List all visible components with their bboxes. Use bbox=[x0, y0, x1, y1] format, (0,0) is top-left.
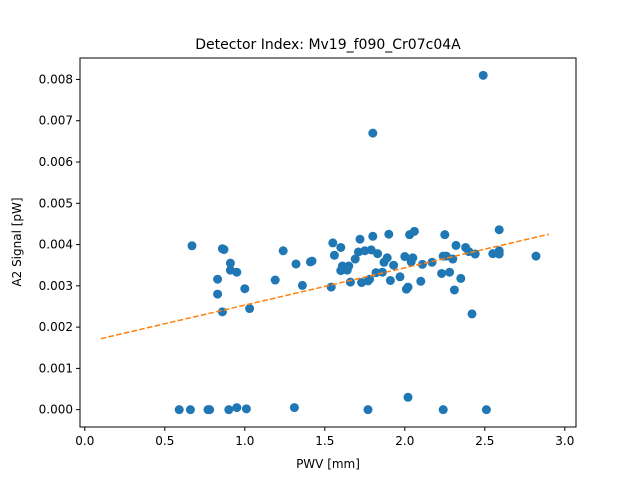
y-axis-label: A2 Signal [pW] bbox=[10, 197, 24, 286]
scatter-point bbox=[224, 405, 234, 415]
scatter-point bbox=[456, 273, 466, 283]
x-axis: 0.0 0.5 1.0 1.5 2.0 2.5 3.0 bbox=[75, 427, 574, 448]
scatter-point bbox=[270, 275, 280, 285]
y-tick-label: 0.007 bbox=[39, 114, 73, 128]
scatter-point bbox=[440, 230, 450, 240]
scatter-point bbox=[377, 267, 387, 277]
scatter-point bbox=[494, 225, 504, 235]
scatter-point bbox=[328, 238, 338, 248]
y-tick-label: 0.003 bbox=[39, 279, 73, 293]
scatter-point bbox=[289, 403, 299, 413]
scatter-point bbox=[245, 304, 255, 314]
y-axis: 0.000 0.001 0.002 0.003 0.004 0.005 0.006 0.007… bbox=[39, 72, 80, 417]
scatter-point bbox=[187, 241, 197, 251]
x-tick-label: 2.5 bbox=[475, 434, 494, 448]
scatter-point bbox=[449, 285, 459, 295]
chart-title: Detector Index: Mv19_f090_Cr07c04A bbox=[195, 37, 461, 53]
x-tick-label: 0.5 bbox=[155, 434, 174, 448]
scatter-point bbox=[344, 261, 354, 271]
scatter-point bbox=[278, 246, 288, 256]
scatter-point bbox=[427, 257, 437, 267]
scatter-point bbox=[408, 253, 418, 263]
scatter-point bbox=[416, 276, 426, 286]
scatter-point bbox=[345, 277, 355, 287]
scatter-point bbox=[240, 284, 250, 294]
y-tick-label: 0.002 bbox=[39, 320, 73, 334]
y-tick-label: 0.001 bbox=[39, 361, 73, 375]
scatter-point bbox=[409, 226, 419, 236]
scatter-point bbox=[297, 280, 307, 290]
scatter-point bbox=[355, 234, 365, 244]
scatter-point bbox=[241, 404, 251, 414]
scatter-point bbox=[368, 231, 378, 241]
scatter-point bbox=[400, 252, 410, 262]
scatter-point bbox=[384, 229, 394, 239]
scatter-point bbox=[336, 242, 346, 252]
scatter-point bbox=[373, 249, 383, 259]
scatter-point bbox=[403, 282, 413, 292]
scatter-point bbox=[174, 405, 184, 415]
plot-area bbox=[100, 70, 549, 415]
y-tick-label: 0.006 bbox=[39, 155, 73, 169]
scatter-point bbox=[478, 70, 488, 80]
scatter-point bbox=[467, 309, 477, 319]
y-tick-label: 0.005 bbox=[39, 196, 73, 210]
scatter-point bbox=[185, 405, 195, 415]
scatter-point bbox=[232, 267, 242, 277]
scatter-point bbox=[494, 249, 504, 259]
x-tick-label: 1.5 bbox=[315, 434, 334, 448]
scatter-point bbox=[329, 250, 339, 260]
scatter-point bbox=[368, 128, 378, 138]
scatter-point bbox=[350, 254, 360, 264]
scatter-point bbox=[437, 268, 447, 278]
x-tick-label: 1.0 bbox=[235, 434, 254, 448]
scatter-point bbox=[307, 256, 317, 266]
scatter-point bbox=[445, 267, 455, 277]
y-tick-label: 0.004 bbox=[39, 238, 73, 252]
x-axis-label: PWV [mm] bbox=[296, 457, 360, 471]
scatter-point bbox=[217, 307, 227, 317]
axes-frame bbox=[79, 57, 577, 428]
scatter-point bbox=[382, 253, 392, 263]
x-tick-label: 3.0 bbox=[555, 434, 574, 448]
scatter-point bbox=[363, 405, 373, 415]
scatter-point bbox=[225, 258, 235, 268]
scatter-point bbox=[213, 274, 223, 284]
scatter-point bbox=[417, 259, 427, 269]
scatter-point bbox=[205, 405, 215, 415]
scatter-point bbox=[438, 405, 448, 415]
x-tick-label: 0.0 bbox=[75, 434, 94, 448]
scatter-point bbox=[389, 260, 399, 270]
scatter-point bbox=[232, 403, 242, 413]
scatter-point bbox=[219, 245, 229, 255]
y-tick-label: 0.000 bbox=[39, 403, 73, 417]
y-tick-label: 0.008 bbox=[39, 72, 73, 86]
scatter-point bbox=[451, 240, 461, 250]
scatter-point bbox=[403, 392, 413, 402]
scatter-point bbox=[481, 405, 491, 415]
x-tick-label: 2.0 bbox=[395, 434, 414, 448]
scatter-point bbox=[385, 275, 395, 285]
scatter-point bbox=[213, 289, 223, 299]
fit-line bbox=[100, 233, 549, 340]
scatter-point bbox=[531, 251, 541, 261]
scatter-point bbox=[395, 272, 405, 282]
scatter-point bbox=[291, 259, 301, 269]
